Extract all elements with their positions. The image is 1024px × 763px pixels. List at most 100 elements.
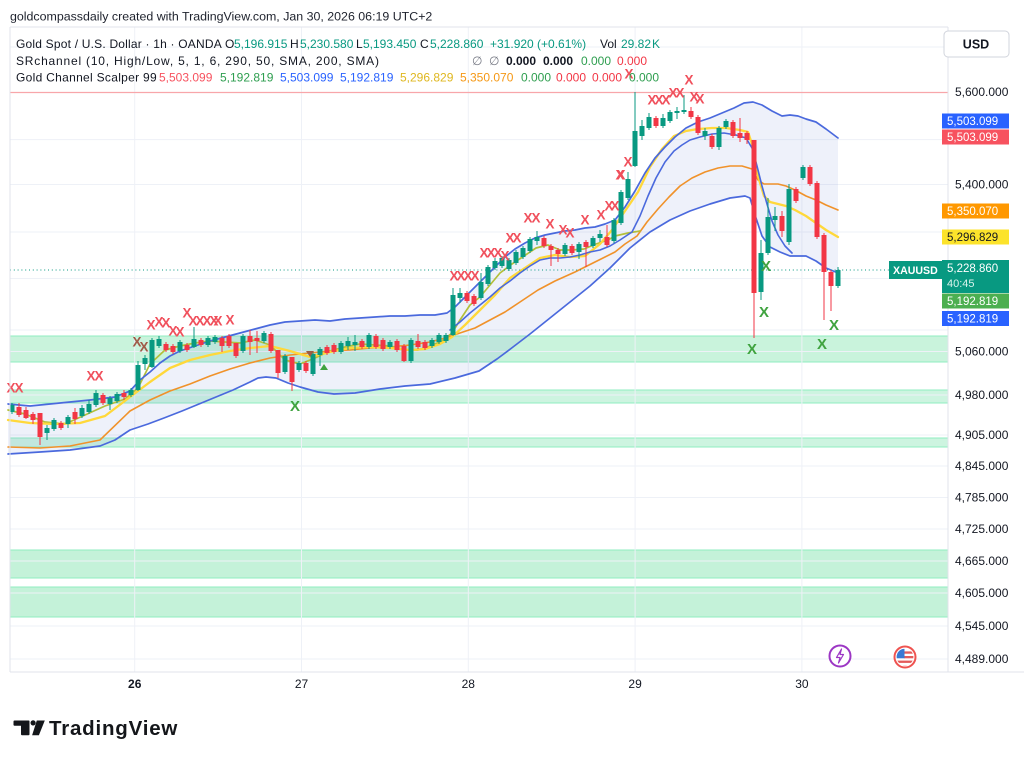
svg-text:∅: ∅ bbox=[489, 54, 499, 68]
svg-text:X: X bbox=[14, 381, 23, 396]
svg-text:SRchannel (10, High/Low, 5, 1,: SRchannel (10, High/Low, 5, 1, 6, 290, 5… bbox=[16, 54, 380, 68]
svg-text:X: X bbox=[139, 340, 148, 355]
svg-text:X: X bbox=[615, 168, 624, 183]
svg-text:X: X bbox=[168, 324, 177, 339]
svg-text:X: X bbox=[463, 269, 472, 284]
svg-text:X: X bbox=[580, 213, 589, 228]
svg-text:goldcompassdaily created with: goldcompassdaily created with TradingVie… bbox=[10, 10, 432, 24]
svg-text:4,785.000: 4,785.000 bbox=[955, 491, 1009, 505]
svg-text:0.000: 0.000 bbox=[521, 71, 551, 85]
svg-text:X: X bbox=[209, 314, 218, 329]
svg-text:X: X bbox=[94, 369, 103, 384]
svg-text:X: X bbox=[616, 168, 625, 183]
svg-text:X: X bbox=[161, 316, 170, 331]
svg-text:29: 29 bbox=[628, 677, 642, 691]
svg-text:0.000: 0.000 bbox=[617, 54, 647, 68]
svg-text:X: X bbox=[225, 313, 234, 328]
svg-text:X: X bbox=[154, 315, 163, 330]
svg-text:Vol: Vol bbox=[600, 37, 617, 51]
svg-text:4,665.000: 4,665.000 bbox=[955, 554, 1009, 568]
svg-text:5,350.070: 5,350.070 bbox=[460, 71, 514, 85]
svg-text:0.000: 0.000 bbox=[629, 71, 659, 85]
svg-text:5,192.819: 5,192.819 bbox=[947, 296, 998, 308]
svg-text:4,725.000: 4,725.000 bbox=[955, 522, 1009, 536]
svg-text:X: X bbox=[558, 223, 567, 238]
svg-text:0.000: 0.000 bbox=[581, 54, 611, 68]
svg-text:X: X bbox=[689, 90, 698, 105]
svg-text:5,503.099: 5,503.099 bbox=[280, 71, 334, 85]
svg-text:5,228.860: 5,228.860 bbox=[947, 263, 998, 275]
svg-text:O: O bbox=[225, 37, 234, 51]
svg-text:0.000: 0.000 bbox=[543, 54, 573, 68]
svg-text:X: X bbox=[695, 92, 704, 107]
svg-text:5,193.450: 5,193.450 bbox=[363, 37, 417, 51]
svg-text:4,980.000: 4,980.000 bbox=[955, 388, 1009, 402]
svg-text:X: X bbox=[188, 314, 197, 329]
svg-text:X: X bbox=[661, 93, 670, 108]
svg-text:5,503.099: 5,503.099 bbox=[159, 71, 213, 85]
svg-text:5,196.915: 5,196.915 bbox=[234, 37, 288, 51]
svg-text:Gold Spot / U.S. Dollar · 1h ·: Gold Spot / U.S. Dollar · 1h · OANDA bbox=[16, 37, 222, 51]
svg-text:27: 27 bbox=[295, 677, 309, 691]
svg-text:X: X bbox=[545, 217, 554, 232]
svg-text:X: X bbox=[146, 318, 155, 333]
svg-text:29.82: 29.82 bbox=[621, 37, 651, 51]
svg-text:X: X bbox=[479, 246, 488, 261]
svg-text:5,192.819: 5,192.819 bbox=[947, 314, 998, 326]
svg-text:X: X bbox=[86, 369, 95, 384]
svg-text:K: K bbox=[652, 37, 660, 51]
svg-text:X: X bbox=[829, 317, 839, 334]
svg-text:X: X bbox=[202, 314, 211, 329]
svg-text:X: X bbox=[565, 226, 574, 241]
svg-text:∅: ∅ bbox=[472, 54, 482, 68]
svg-text:5,296.829: 5,296.829 bbox=[947, 232, 998, 244]
svg-text:5,230.580: 5,230.580 bbox=[300, 37, 354, 51]
svg-text:X: X bbox=[470, 269, 479, 284]
svg-text:X: X bbox=[182, 306, 191, 321]
svg-text:5,600.000: 5,600.000 bbox=[955, 85, 1009, 99]
svg-text:30: 30 bbox=[795, 677, 809, 691]
svg-text:X: X bbox=[175, 325, 184, 340]
svg-text:40:45: 40:45 bbox=[947, 278, 975, 290]
svg-text:4,489.000: 4,489.000 bbox=[955, 652, 1009, 666]
svg-text:X: X bbox=[290, 398, 300, 415]
svg-text:0.000: 0.000 bbox=[592, 71, 622, 85]
svg-text:5,503.099: 5,503.099 bbox=[947, 132, 998, 144]
svg-text:5,192.819: 5,192.819 bbox=[340, 71, 394, 85]
svg-text:X: X bbox=[684, 73, 693, 88]
svg-text:X: X bbox=[456, 269, 465, 284]
svg-text:X: X bbox=[668, 86, 677, 101]
svg-text:26: 26 bbox=[128, 677, 142, 691]
svg-text:5,503.099: 5,503.099 bbox=[947, 116, 998, 128]
svg-text:4,905.000: 4,905.000 bbox=[955, 428, 1009, 442]
svg-text:5,228.860: 5,228.860 bbox=[430, 37, 484, 51]
svg-text:4,545.000: 4,545.000 bbox=[955, 619, 1009, 633]
svg-text:0.000: 0.000 bbox=[506, 54, 536, 68]
svg-text:28: 28 bbox=[462, 677, 476, 691]
svg-text:X: X bbox=[493, 246, 502, 261]
svg-text:4,845.000: 4,845.000 bbox=[955, 459, 1009, 473]
svg-text:5,350.070: 5,350.070 bbox=[947, 206, 998, 218]
svg-text:X: X bbox=[761, 258, 771, 275]
svg-text:5,400.000: 5,400.000 bbox=[955, 178, 1009, 192]
svg-text:X: X bbox=[523, 211, 532, 226]
svg-text:X: X bbox=[675, 86, 684, 101]
svg-text:X: X bbox=[623, 155, 632, 170]
svg-text:X: X bbox=[512, 231, 521, 246]
svg-text:5,296.829: 5,296.829 bbox=[400, 71, 454, 85]
svg-text:X: X bbox=[654, 93, 663, 108]
svg-text:Gold Channel Scalper 99: Gold Channel Scalper 99 bbox=[16, 71, 157, 85]
svg-text:X: X bbox=[759, 304, 769, 321]
svg-text:X: X bbox=[647, 93, 656, 108]
svg-text:X: X bbox=[505, 231, 514, 246]
svg-text:X: X bbox=[531, 211, 540, 226]
svg-text:USD: USD bbox=[963, 38, 989, 52]
svg-text:4,605.000: 4,605.000 bbox=[955, 586, 1009, 600]
svg-text:5,060.000: 5,060.000 bbox=[955, 345, 1009, 359]
svg-text:X: X bbox=[500, 249, 509, 264]
svg-text:C: C bbox=[420, 37, 429, 51]
svg-text:X: X bbox=[596, 208, 605, 223]
svg-text:XAUUSD: XAUUSD bbox=[893, 265, 938, 277]
svg-text:X: X bbox=[817, 336, 827, 353]
svg-text:X: X bbox=[747, 341, 757, 358]
